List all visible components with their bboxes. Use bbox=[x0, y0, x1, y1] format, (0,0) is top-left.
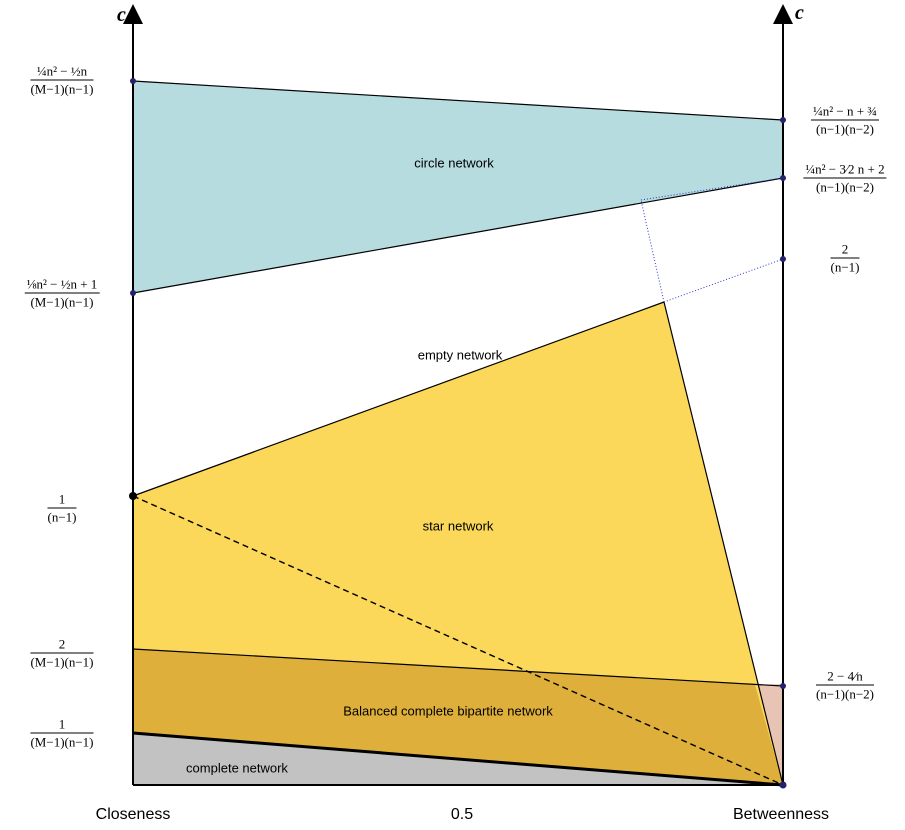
right-label-two-over: 2 (n−1) bbox=[830, 241, 860, 275]
dashed-diagonal bbox=[132, 495, 784, 786]
dotted-guides bbox=[640, 177, 784, 303]
point-left-circle-bottom bbox=[130, 290, 136, 296]
x-label-betweenness: Betweenness bbox=[732, 806, 830, 823]
point-origin-right bbox=[779, 781, 787, 789]
region-label-complete: complete network bbox=[186, 760, 288, 776]
left-axis-variable: c bbox=[117, 4, 126, 26]
point-right-circle-top bbox=[780, 117, 786, 123]
left-label-complete: 1 (M−1)(n−1) bbox=[30, 716, 94, 750]
right-label-bipartite: 2 − 4⁄n (n−1)(n−2) bbox=[816, 668, 874, 702]
point-left-circle-top bbox=[130, 78, 136, 84]
left-label-circle-bottom: ⅛n² − ½n + 1 (M−1)(n−1) bbox=[24, 276, 100, 310]
left-label-circle-top: ¼n² − ½n (M−1)(n−1) bbox=[30, 63, 94, 97]
region-label-empty: empty network bbox=[417, 347, 503, 363]
right-axis-variable: c bbox=[795, 2, 804, 24]
region-label-circle: circle network bbox=[414, 155, 494, 171]
point-right-two-over bbox=[780, 256, 786, 262]
x-label-closeness: Closeness bbox=[95, 806, 171, 823]
point-left-star bbox=[129, 492, 137, 500]
left-label-star: 1 (n−1) bbox=[47, 491, 77, 525]
x-label-mid: 0.5 bbox=[450, 806, 474, 823]
region-label-bipartite: Balanced complete bipartite network bbox=[343, 703, 553, 719]
axis-points bbox=[129, 78, 787, 789]
left-label-bipartite: 2 (M−1)(n−1) bbox=[30, 636, 94, 670]
point-right-bipartite bbox=[780, 683, 786, 689]
region-label-star: star network bbox=[422, 518, 494, 534]
point-right-circle-bottom bbox=[780, 175, 786, 181]
right-label-circle-bottom: ¼n² − 3⁄2 n + 2 (n−1)(n−2) bbox=[803, 161, 887, 195]
region-edges bbox=[132, 80, 784, 787]
circle-network-region bbox=[133, 81, 783, 293]
right-label-circle-top: ¼n² − n + ¾ (n−1)(n−2) bbox=[810, 103, 880, 137]
